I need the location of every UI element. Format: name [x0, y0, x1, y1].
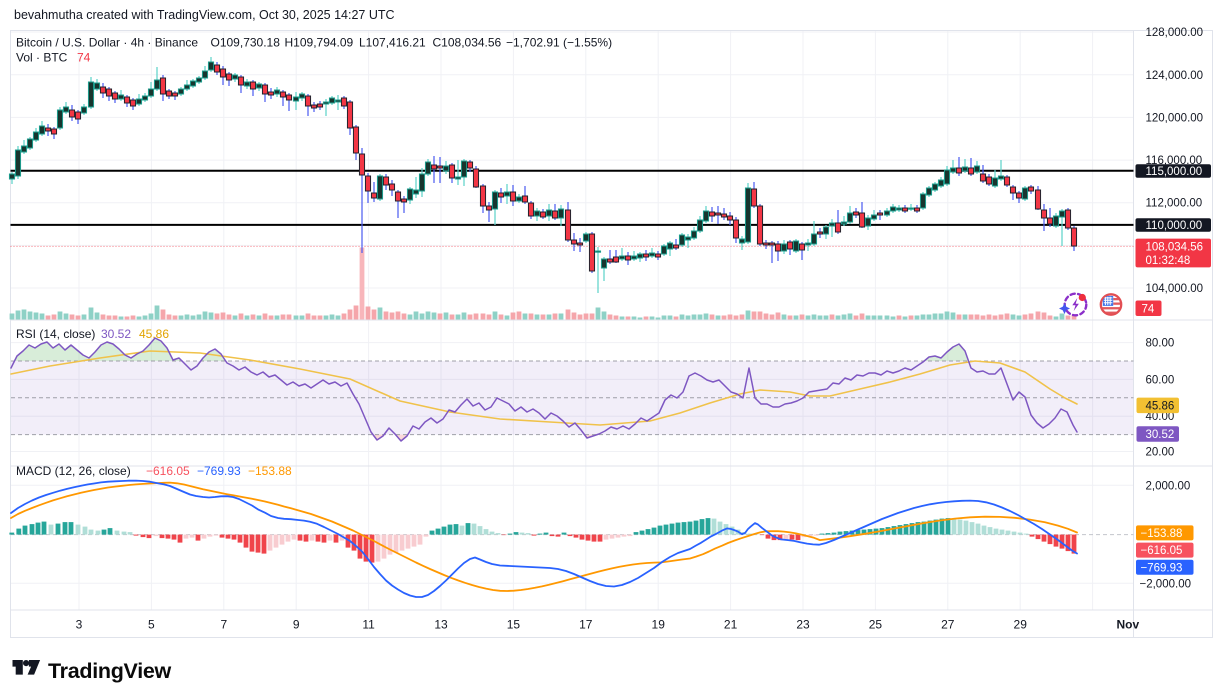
- svg-text:110,000.00: 110,000.00: [1146, 220, 1203, 232]
- svg-text:21: 21: [724, 618, 738, 632]
- svg-text:7: 7: [220, 618, 227, 632]
- svg-text:19: 19: [652, 618, 666, 632]
- svg-text:104,000.00: 104,000.00: [1146, 283, 1204, 295]
- svg-text:5: 5: [148, 618, 155, 632]
- svg-text:108,034.56: 108,034.56: [1146, 241, 1204, 253]
- svg-text:30.52: 30.52: [1146, 429, 1175, 441]
- svg-text:115,000.00: 115,000.00: [1146, 166, 1203, 178]
- svg-text:MACD (12, 26, close): MACD (12, 26, close): [16, 464, 131, 478]
- svg-text:H109,794.09: H109,794.09: [285, 36, 354, 50]
- svg-text:−153.88: −153.88: [248, 464, 292, 478]
- svg-text:−616.05: −616.05: [146, 464, 190, 478]
- svg-text:3: 3: [76, 618, 83, 632]
- svg-text:128,000.00: 128,000.00: [1146, 27, 1204, 39]
- svg-text:17: 17: [579, 618, 593, 632]
- svg-text:11: 11: [362, 618, 375, 632]
- svg-text:−769.93: −769.93: [197, 464, 241, 478]
- svg-text:O109,730.18: O109,730.18: [211, 36, 281, 50]
- svg-text:−1,702.91 (−1.55%): −1,702.91 (−1.55%): [506, 36, 612, 50]
- svg-text:−616.05: −616.05: [1141, 545, 1183, 557]
- svg-text:RSI (14, close): RSI (14, close): [16, 327, 95, 341]
- svg-text:Nov: Nov: [1116, 618, 1139, 632]
- svg-text:TradingView: TradingView: [48, 659, 172, 683]
- svg-text:C108,034.56: C108,034.56: [433, 36, 502, 50]
- svg-text:80.00: 80.00: [1146, 338, 1175, 350]
- svg-text:30.52: 30.52: [101, 327, 131, 341]
- svg-text:13: 13: [434, 618, 448, 632]
- svg-text:L107,416.21: L107,416.21: [359, 36, 426, 50]
- svg-text:−769.93: −769.93: [1141, 562, 1183, 574]
- svg-text:29: 29: [1014, 618, 1028, 632]
- svg-text:01:32:48: 01:32:48: [1146, 255, 1191, 267]
- svg-text:112,000.00: 112,000.00: [1146, 198, 1203, 210]
- svg-text:Bitcoin / U.S. Dollar · 4h · B: Bitcoin / U.S. Dollar · 4h · Binance: [16, 36, 198, 50]
- svg-text:−153.88: −153.88: [1141, 528, 1183, 540]
- svg-text:45.86: 45.86: [1146, 400, 1175, 412]
- svg-text:−2,000.00: −2,000.00: [1140, 578, 1191, 590]
- svg-text:40.00: 40.00: [1146, 411, 1175, 423]
- svg-text:23: 23: [796, 618, 810, 632]
- svg-text:2,000.00: 2,000.00: [1146, 480, 1191, 492]
- svg-text:120,000.00: 120,000.00: [1146, 112, 1204, 124]
- svg-text:20.00: 20.00: [1146, 447, 1175, 459]
- svg-text:Vol · BTC: Vol · BTC: [16, 51, 68, 65]
- svg-text:74: 74: [77, 51, 91, 65]
- svg-text:bevahmutha created with Tradin: bevahmutha created with TradingView.com,…: [14, 8, 395, 22]
- svg-text:60.00: 60.00: [1146, 374, 1175, 386]
- svg-text:9: 9: [293, 618, 300, 632]
- svg-text:124,000.00: 124,000.00: [1146, 70, 1204, 82]
- svg-text:45.86: 45.86: [139, 327, 169, 341]
- svg-text:116,000.00: 116,000.00: [1146, 155, 1203, 167]
- svg-text:74: 74: [1142, 303, 1155, 315]
- svg-text:27: 27: [941, 618, 955, 632]
- svg-text:25: 25: [869, 618, 883, 632]
- svg-text:15: 15: [507, 618, 521, 632]
